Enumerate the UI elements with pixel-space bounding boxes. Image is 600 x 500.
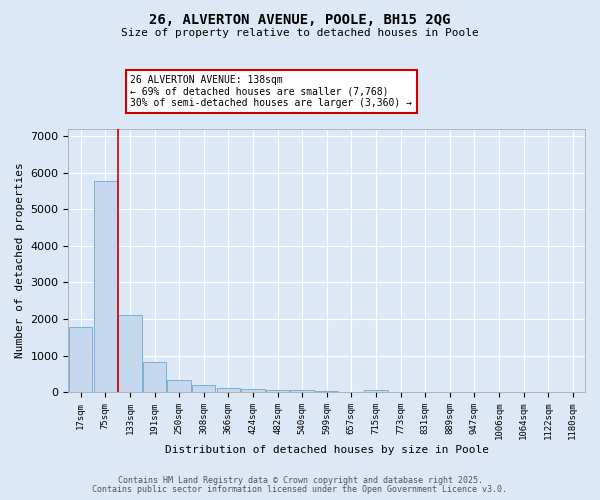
Bar — [69, 327, 92, 392]
Text: 26 ALVERTON AVENUE: 138sqm
← 69% of detached houses are smaller (7,768)
30% of s: 26 ALVERTON AVENUE: 138sqm ← 69% of deta… — [130, 75, 412, 108]
Bar — [94, 181, 117, 392]
Text: Contains HM Land Registry data © Crown copyright and database right 2025.: Contains HM Land Registry data © Crown c… — [118, 476, 482, 485]
Text: Contains public sector information licensed under the Open Government Licence v3: Contains public sector information licen… — [92, 485, 508, 494]
Text: 26, ALVERTON AVENUE, POOLE, BH15 2QG: 26, ALVERTON AVENUE, POOLE, BH15 2QG — [149, 12, 451, 26]
Y-axis label: Number of detached properties: Number of detached properties — [15, 162, 25, 358]
Bar — [217, 388, 240, 392]
Bar — [192, 385, 215, 392]
Bar — [315, 391, 338, 392]
Bar — [118, 316, 142, 392]
Text: Size of property relative to detached houses in Poole: Size of property relative to detached ho… — [121, 28, 479, 38]
Bar — [241, 389, 265, 392]
Bar — [143, 362, 166, 392]
Bar — [266, 390, 289, 392]
Bar — [167, 380, 191, 392]
Bar — [364, 390, 388, 392]
X-axis label: Distribution of detached houses by size in Poole: Distribution of detached houses by size … — [165, 445, 489, 455]
Bar — [290, 390, 314, 392]
